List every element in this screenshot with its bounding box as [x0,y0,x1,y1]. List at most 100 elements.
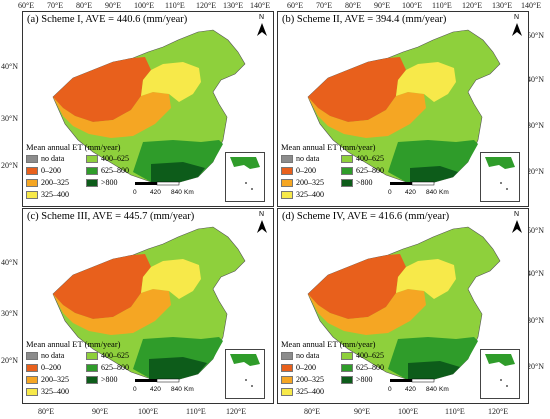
legend-swatch [281,190,293,199]
legend-swatch [26,154,38,163]
china-et-map [307,29,501,185]
legend-item: 325–400 [26,190,69,199]
legend-swatch [341,154,353,163]
south-china-sea-inset [480,152,520,202]
north-arrow: N [255,14,269,37]
legend-swatch [281,363,293,372]
lon-label-bottom: 100°E [138,407,159,416]
very-humid-zone [408,361,460,381]
south-china-sea-inset [225,349,265,399]
lat-label-left: 40°N [1,258,18,267]
lon-label-top: 110°E [432,1,452,10]
arid-zone [53,254,151,319]
panel-title: (c) Scheme III, AVE = 445.7 (mm/year) [27,211,195,222]
semi-arid-zone [308,289,426,335]
lon-label-top: 60°E [18,1,35,10]
lon-label-top: 120°E [196,1,217,10]
scale-bar: 0 420 840 Km [133,180,194,202]
legend: Mean annual ET (mm/year) no data 0–200 2… [26,339,206,401]
lon-label-top: 70°E [316,1,333,10]
very-humid-zone [410,166,458,184]
south-china-sea-inset [480,349,520,399]
legend-title: Mean annual ET (mm/year) [281,339,376,349]
legend-swatch [86,351,98,360]
china-et-map [307,226,501,382]
panel-title: (b) Scheme II, AVE = 394.4 (mm/year) [282,14,447,25]
legend-item: 400–625 [86,351,129,360]
legend-swatch [281,375,293,384]
lat-label-right: 50°N [527,226,544,235]
scale-bar: 0 420 840 Km [388,377,449,399]
transition-zone [396,62,456,102]
china-et-map [52,29,246,185]
legend-item: 400–625 [86,154,129,163]
panel-title: (d) Scheme IV, AVE = 416.6 (mm/year) [282,211,450,222]
lat-label-right: 50°N [527,31,544,40]
lat-label-left: 30°N [1,114,18,123]
lon-label-top: 90°E [105,1,122,10]
legend-swatch [341,178,353,187]
legend-item: >800 [341,375,373,384]
lat-label-left: 40°N [1,62,18,71]
lat-label-right: 20°N [527,167,544,176]
legend-title: Mean annual ET (mm/year) [26,339,121,349]
lon-label-bottom: 100°E [398,407,419,416]
north-arrow-icon [257,220,267,233]
lat-label-left: 20°N [1,356,18,365]
map-panel-c: (c) Scheme III, AVE = 445.7 (mm/year) N … [22,208,274,404]
north-arrow-icon [257,23,267,36]
legend-swatch [281,166,293,175]
legend-item: no data [281,154,319,163]
lon-label-bottom: 80°E [38,407,55,416]
semi-arid-zone [308,92,426,138]
legend-title: Mean annual ET (mm/year) [281,142,376,152]
legend-item: 0–200 [281,166,316,175]
lon-label-top: 100°E [134,1,155,10]
legend-swatch [281,154,293,163]
north-arrow: N [510,211,524,234]
china-et-map [52,226,246,382]
lon-label-top: 80°E [76,1,93,10]
very-humid-zone [151,162,205,184]
legend-swatch [86,363,98,372]
map-panel-b: (b) Scheme II, AVE = 394.4 (mm/year) N M… [277,11,529,207]
legend-swatch [86,154,98,163]
legend-item: 200–325 [26,375,69,384]
legend-item: 0–200 [281,363,316,372]
legend-swatch [86,166,98,175]
legend: Mean annual ET (mm/year) no data 0–200 2… [26,142,206,204]
lon-label-bottom: 80°E [304,407,321,416]
north-label: N [514,14,520,21]
lon-label-top: 80°E [345,1,362,10]
legend-swatch [86,375,98,384]
legend-swatch [26,387,38,396]
legend-swatch [281,351,293,360]
lon-label-top: 140°E [521,1,542,10]
legend-item: 625–800 [86,166,129,175]
legend-item: 625–800 [341,363,384,372]
lon-label-top: 120°E [462,1,483,10]
lon-label-top: 130°E [223,1,244,10]
scale-bar: 0 420 840 Km [133,377,194,399]
legend-item: >800 [86,178,118,187]
lon-label-top: 90°E [374,1,391,10]
map-panel-a: (a) Scheme I, AVE = 440.6 (mm/year) N Me… [22,11,274,207]
lat-label-left: 20°N [1,161,18,170]
very-humid-zone [149,357,207,381]
legend-item: 0–200 [26,166,61,175]
legend: Mean annual ET (mm/year) no data 0–200 2… [281,339,461,401]
lat-label-right: 40°N [527,75,544,84]
lon-label-top: 140°E [250,1,271,10]
legend-item: 325–400 [281,190,324,199]
semi-arid-zone [53,289,171,335]
north-arrow-icon [512,23,522,36]
legend-swatch [26,351,38,360]
legend-swatch [26,363,38,372]
legend-item: 200–325 [281,178,324,187]
legend-swatch [281,387,293,396]
panel-title: (a) Scheme I, AVE = 440.6 (mm/year) [27,14,188,25]
lat-label-right: 30°N [527,316,544,325]
north-arrow-icon [512,220,522,233]
north-label: N [259,211,265,218]
